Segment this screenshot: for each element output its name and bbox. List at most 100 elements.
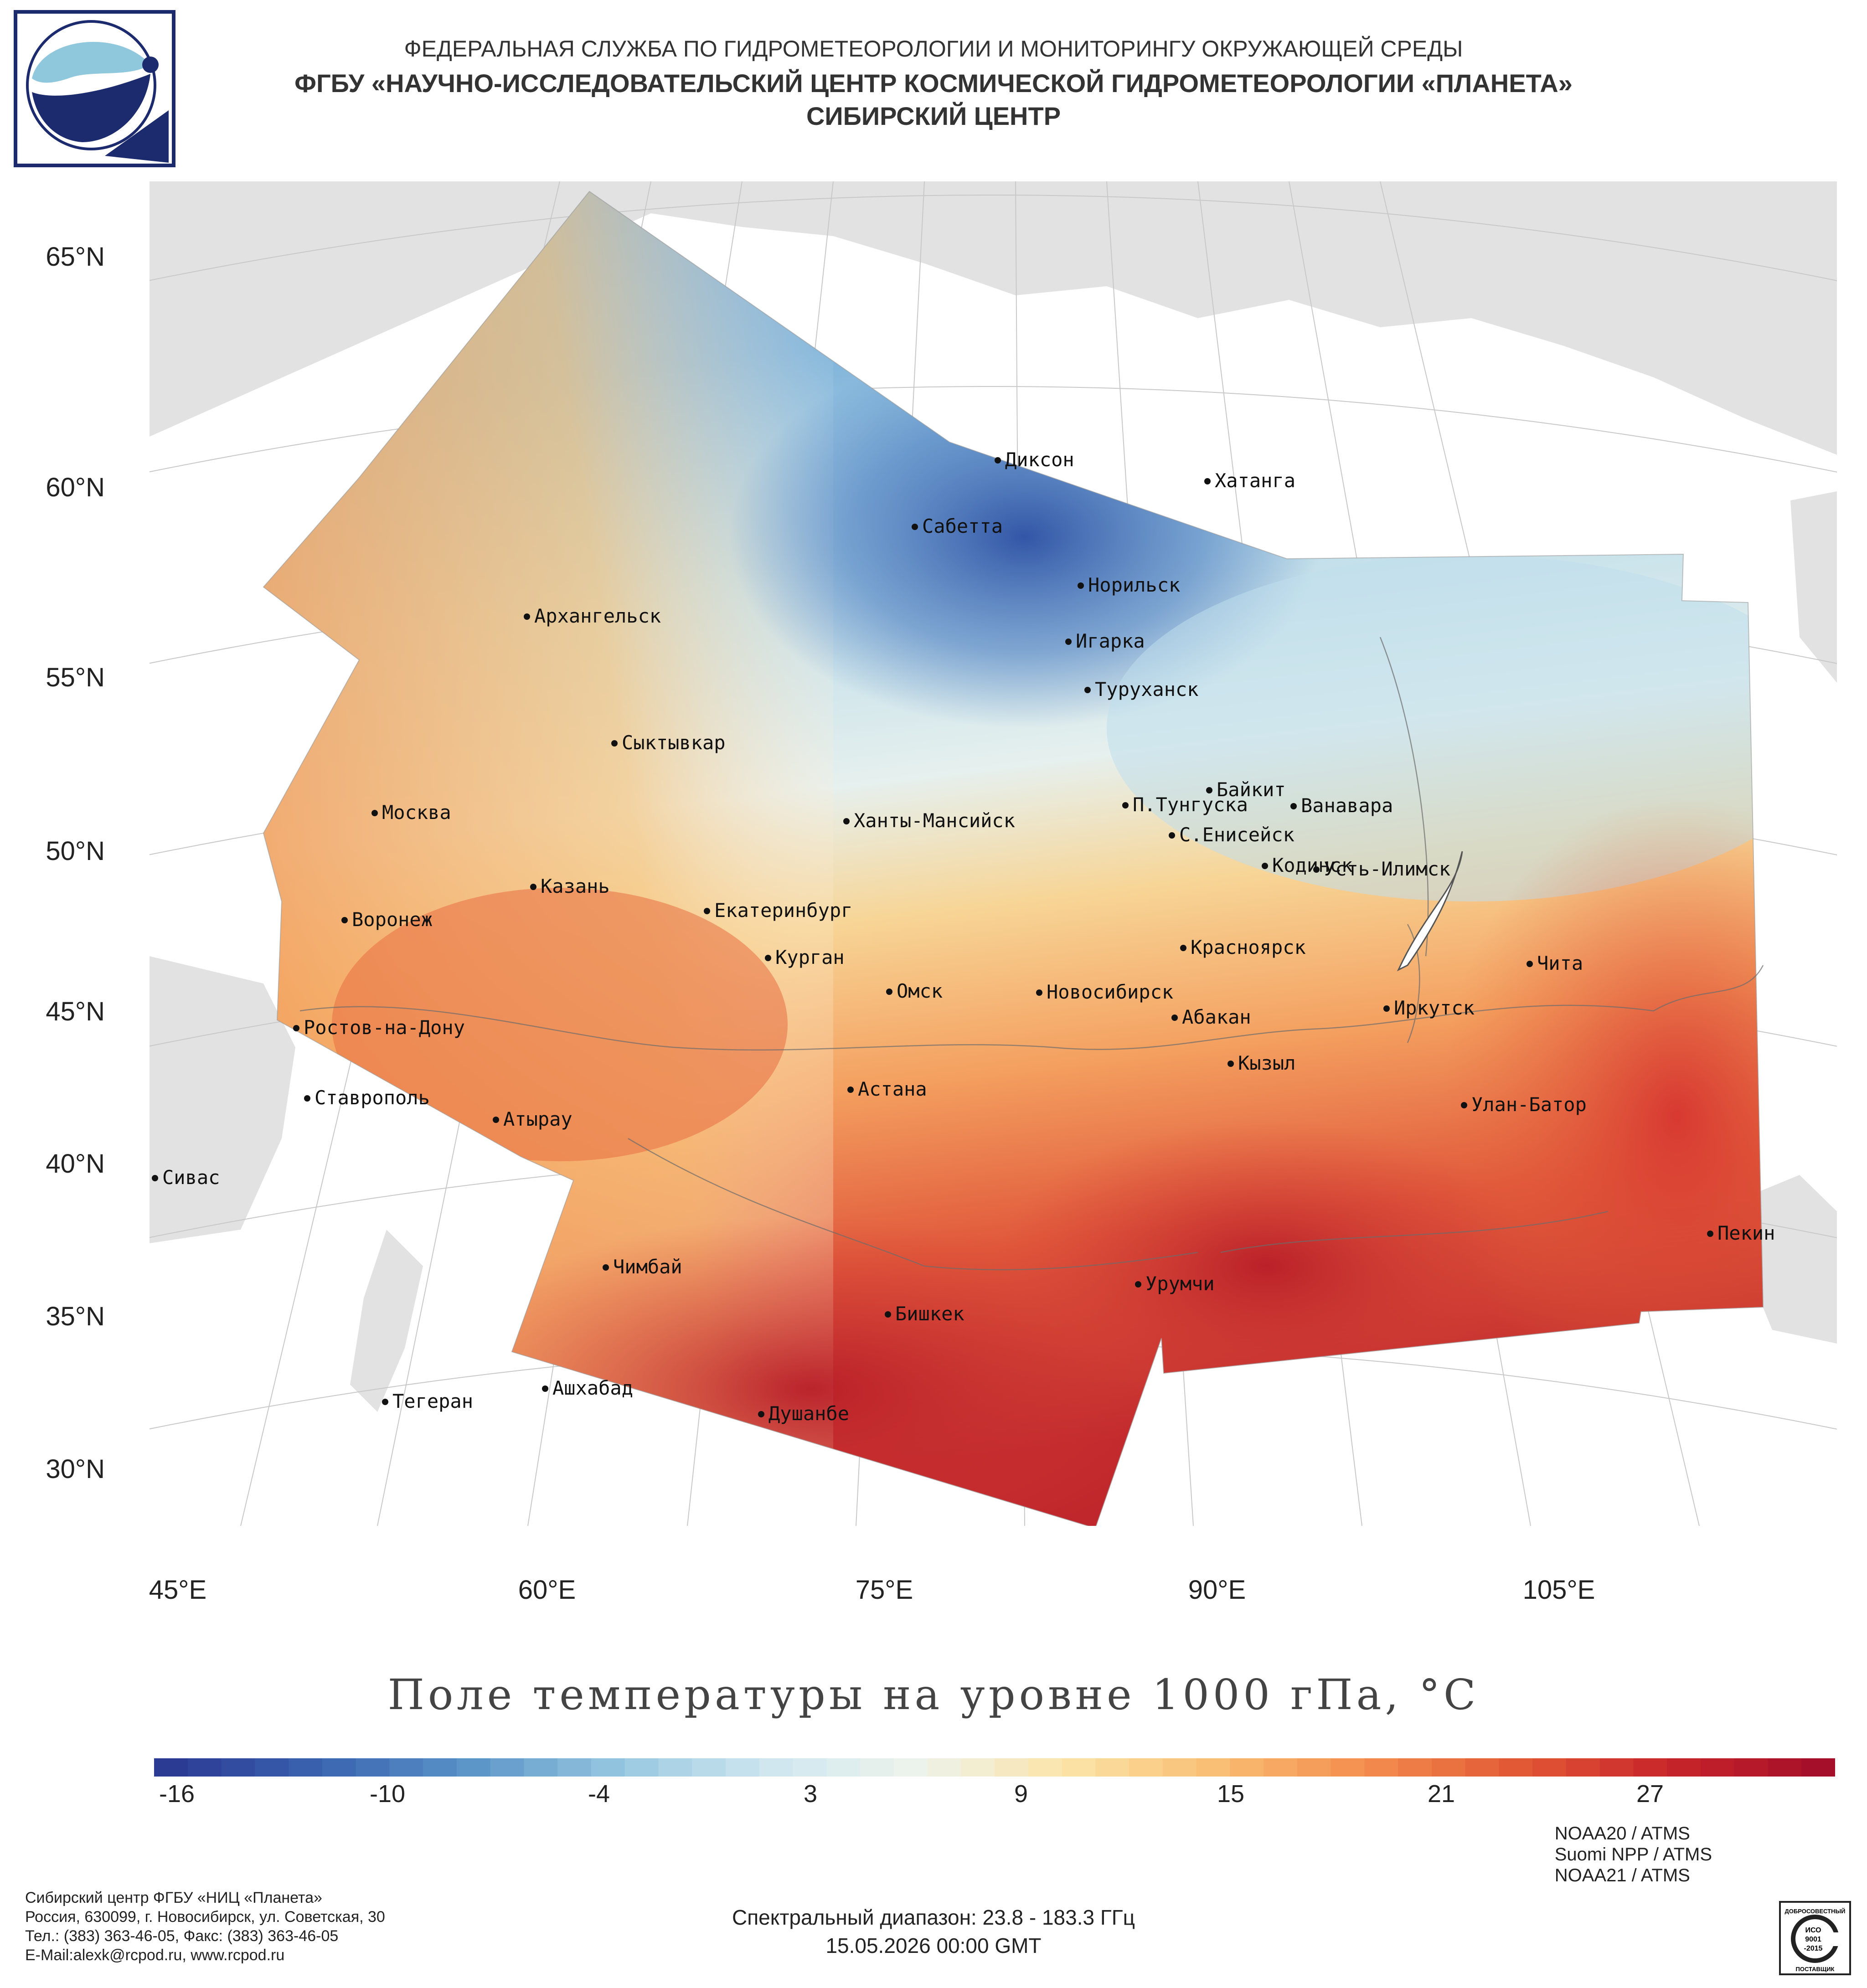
footer-email: E-Mail:alexk@rcpod.ru, www.rcpod.ru [25,1947,285,1964]
city-label: Душанбе [768,1402,850,1425]
colorbar-tick-label: 27 [1636,1780,1664,1808]
city-label: Сабетта [922,515,1003,537]
colorbar-cell [1028,1758,1062,1777]
lat-label-30: 30°N [46,1454,105,1484]
city-marker [843,818,850,824]
lon-label-60: 60°E [518,1575,576,1605]
city-marker [1227,1061,1234,1067]
colorbar-cell [793,1758,827,1777]
iso-certificate-badge: ДОБРОСОВЕСТНЫЙ ИСО 9001 -2015 ПОСТАВЩИК [1779,1901,1851,1975]
lat-label-45: 45°N [46,997,105,1026]
colorbar-cell [591,1758,625,1777]
city-marker [1204,478,1211,484]
city-label: Новосибирск [1047,981,1174,1003]
colorbar-cell [1264,1758,1298,1777]
city-label: Диксон [1005,448,1074,471]
colorbar-tick-label: -4 [588,1780,610,1808]
city-label: Иркутск [1394,997,1475,1019]
colorbar-cell [1095,1758,1130,1777]
colorbar-cell [1230,1758,1264,1777]
city-label: С.Енисейск [1179,824,1295,846]
city-marker [1180,945,1186,951]
city-label: Хатанга [1215,469,1296,492]
city-label: Омск [897,980,943,1002]
colorbar-cell [1768,1758,1802,1777]
city-label: Улан-Батор [1471,1093,1587,1116]
colorbar-cell [759,1758,794,1777]
colorbar-cell [893,1758,928,1777]
lat-label-60: 60°N [46,473,105,502]
city-marker [704,908,710,914]
colorbar-cell [1667,1758,1701,1777]
map-title: Поле температуры на уровне 1000 гПа, °С [387,1670,1480,1719]
colorbar-tick-label: 21 [1427,1780,1455,1808]
city-marker [1313,866,1320,873]
city-marker [382,1399,388,1405]
colorbar-cell [658,1758,693,1777]
city-label: Москва [382,801,451,824]
colorbar-tick-label: -10 [369,1780,406,1808]
satellite-list: NOAA20 / ATMS Suomi NPP / ATMS NOAA21 / … [1555,1823,1712,1886]
colorbar-cell [961,1758,995,1777]
colorbar-cell [1297,1758,1331,1777]
colorbar-cell [1331,1758,1365,1777]
lon-label-90: 90°E [1188,1575,1246,1605]
city-label: Чита [1537,952,1583,974]
colorbar-cell [1701,1758,1735,1777]
city-label: Атырау [503,1108,572,1130]
colorbar-cell [1465,1758,1500,1777]
colorbar-cell [255,1758,289,1777]
city-marker [765,955,771,961]
colorbar-cell [187,1758,222,1777]
city-marker [847,1087,854,1093]
spectral-range: Спектральный диапазон: 23.8 - 183.3 ГГц [732,1906,1135,1929]
city-label: Бишкек [895,1303,964,1325]
colorbar-cell [1633,1758,1668,1777]
colorbar-tick-label: -16 [159,1780,195,1808]
city-label: Кызыл [1238,1052,1296,1074]
colorbar-cell [1398,1758,1432,1777]
colorbar-tick-label: 9 [1014,1780,1028,1808]
lat-label-35: 35°N [46,1302,105,1331]
city-marker [1707,1231,1713,1237]
city-marker [530,884,536,890]
iso-year: -2015 [1804,1945,1823,1952]
colorbar-cell [389,1758,424,1777]
city-marker [1169,832,1175,839]
colorbar-cell [1196,1758,1231,1777]
planeta-logo [14,10,175,167]
colorbar-cell [322,1758,356,1777]
observation-datetime: 15.05.2026 00:00 GMT [825,1934,1042,1957]
city-marker [886,989,892,995]
city-marker [1383,1005,1390,1012]
colorbar-cell [826,1758,861,1777]
satellite-2: Suomi NPP / ATMS [1554,1844,1712,1864]
lat-label-55: 55°N [46,663,105,692]
colorbar-tick-label: 15 [1217,1780,1245,1808]
city-label: Ванавара [1301,794,1393,817]
lon-label-105: 105°E [1522,1575,1595,1605]
city-label: Сивас [162,1166,220,1189]
colorbar-cell [221,1758,256,1777]
city-label: Ставрополь [315,1087,430,1109]
footer-org-name: Сибирский центр ФГБУ «НИЦ «Планета» [25,1889,322,1906]
city-marker [758,1411,764,1417]
iso-top-text: ДОБРОСОВЕСТНЫЙ [1784,1908,1845,1915]
city-label: П.Тунгуска [1133,793,1248,816]
colorbar-cell [423,1758,457,1777]
colorbar-tick-label: 3 [803,1780,818,1808]
city-marker [1135,1281,1141,1288]
city-marker [371,810,378,816]
colorbar-cell [524,1758,558,1777]
lat-label-65: 65°N [46,242,105,272]
iso-label: ИСО [1805,1926,1821,1934]
city-label: Казань [541,875,610,897]
iso-bottom-text: ПОСТАВЩИК [1796,1966,1835,1973]
footer-org: Сибирский центр ФГБУ «НИЦ «Планета» Росс… [25,1888,385,1965]
lon-label-45: 45°E [149,1575,207,1605]
colorbar-cell [1431,1758,1466,1777]
footer-address: Россия, 630099, г. Новосибирск, ул. Сове… [25,1908,385,1926]
colorbar [154,1758,1835,1777]
city-label: Чимбай [613,1256,682,1278]
city-marker [542,1385,548,1392]
